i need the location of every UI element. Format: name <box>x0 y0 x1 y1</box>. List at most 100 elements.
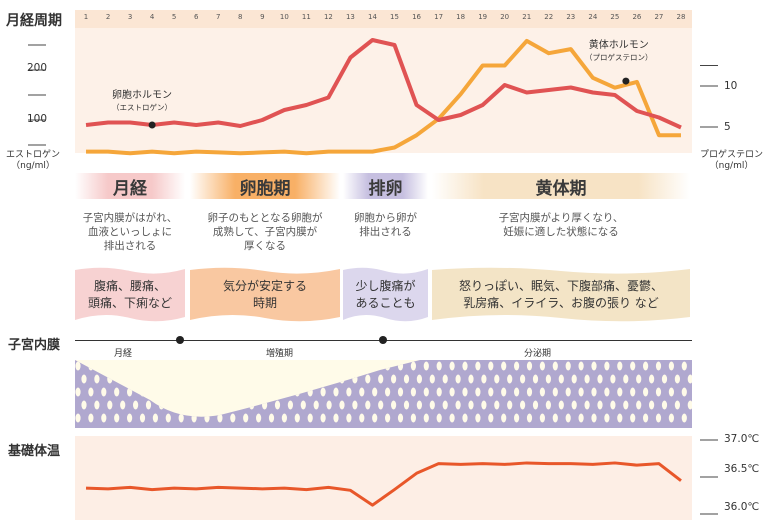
endometrium-spot <box>352 400 358 410</box>
endometrium-spot <box>578 413 584 423</box>
right-tick-10: 10 <box>724 80 738 92</box>
endometrium-spot <box>604 361 610 371</box>
endometrium-spot <box>365 400 371 410</box>
endometrium-spot <box>127 413 133 423</box>
endometrium-spot <box>532 400 539 410</box>
timeline-marker-1 <box>176 336 184 344</box>
left-tick-100: 100 <box>27 113 48 125</box>
endometrium-spot <box>287 400 293 410</box>
endometrium-spot <box>604 413 610 423</box>
endometrium-spot <box>307 413 313 423</box>
endometrium-spot <box>217 413 223 423</box>
endometrium-spot <box>107 400 113 410</box>
endometrium-spot <box>597 400 603 410</box>
stage-secretory: 分泌期 <box>524 349 552 359</box>
progesterone-marker <box>622 77 630 85</box>
right-tick-5: 5 <box>724 121 731 133</box>
endometrium-spot <box>320 387 326 397</box>
endometrium-spot <box>545 400 552 410</box>
endometrium-spot <box>397 413 404 423</box>
day-20: 20 <box>500 13 510 21</box>
endometrium-spot <box>455 374 461 384</box>
endometrium-illustration <box>75 360 692 428</box>
endometrium-spot <box>539 387 546 397</box>
endometrium-spot <box>372 387 378 397</box>
endometrium-spot <box>481 374 487 384</box>
endometrium-spot <box>391 374 397 384</box>
temperature-line <box>85 461 682 507</box>
stage-proliferative: 増殖期 <box>266 349 294 359</box>
endometrium-spot <box>501 361 507 371</box>
endometrium-spot <box>532 374 539 384</box>
day-25: 25 <box>610 13 620 21</box>
endometrium-spot <box>139 413 146 423</box>
endometrium-spot <box>256 413 262 423</box>
endometrium-spot <box>481 400 487 410</box>
endometrium-spot <box>507 400 513 410</box>
endometrium-spot <box>649 374 655 384</box>
endometrium-spot <box>114 413 120 423</box>
endometrium-spot <box>539 413 546 423</box>
day-8: 8 <box>238 13 243 21</box>
endometrium-spot <box>526 387 533 397</box>
day-19: 19 <box>478 13 488 21</box>
endometrium-spot <box>326 400 332 410</box>
endometrium-spot <box>88 387 94 397</box>
day-16: 16 <box>412 13 421 21</box>
endometrium-spot <box>643 361 649 371</box>
endometrium-spot <box>333 413 339 423</box>
phase-follicular-description: 卵子のもととなる卵胞が 成熟して、子宮内膜が 厚くなる <box>207 212 323 252</box>
endometrium-spot <box>520 374 526 384</box>
day-27: 27 <box>654 13 664 21</box>
endometrium-spot <box>617 387 623 397</box>
endometrium-spot <box>520 400 526 410</box>
endometrium-spot <box>403 374 410 384</box>
phase-menstrual: 月経 <box>75 173 185 199</box>
endometrium-spot <box>468 400 474 410</box>
day-12: 12 <box>323 13 333 21</box>
endometrium-spot <box>410 387 416 397</box>
endometrium-spot <box>346 413 352 423</box>
endometrium-spot <box>442 400 448 410</box>
endometrium-spot <box>94 400 100 410</box>
endometrium-spot <box>114 387 120 397</box>
endometrium-spot <box>617 361 623 371</box>
endometrium-spot <box>643 387 649 397</box>
endometrium-spot <box>630 361 636 371</box>
endometrium-spot <box>75 413 81 423</box>
day-18: 18 <box>456 13 466 21</box>
endometrium-spot <box>423 413 429 423</box>
estrogen-line <box>85 38 682 130</box>
endometrium-spot <box>578 361 584 371</box>
phase-ovulation: 排卵 <box>343 173 428 199</box>
endometrium-spot <box>133 400 139 410</box>
endometrium-spot <box>281 413 287 423</box>
endometrium-spot <box>494 374 500 384</box>
endometrium-spot <box>597 374 603 384</box>
right-axis-unit: プロゲステロン （ng/ml） <box>700 150 764 171</box>
endometrium-spot <box>661 374 668 384</box>
endometrium-spot <box>552 387 558 397</box>
day-10: 10 <box>279 13 289 21</box>
endometrium-spot <box>436 413 442 423</box>
endometrium-spot <box>501 413 507 423</box>
endometrium-spot <box>526 361 533 371</box>
hormone-chart <box>28 28 718 156</box>
endometrium-spot <box>636 400 642 410</box>
endometrium-spot <box>681 361 687 371</box>
endometrium-spot <box>668 387 675 397</box>
phase-menstrual-description: 子宮内膜がはがれ、 血液といっしょに 排出される <box>82 212 178 252</box>
endometrium-spot <box>494 400 500 410</box>
endometrium-spot <box>539 361 546 371</box>
endometrium-spot <box>378 400 384 410</box>
day-9: 9 <box>260 13 265 21</box>
temperature-title: 基礎体温 <box>8 444 61 459</box>
day-23: 23 <box>566 13 576 21</box>
endometrium-spot <box>668 361 675 371</box>
endometrium-spot <box>617 413 623 423</box>
endometrium-spot <box>655 361 662 371</box>
endometrium-spot <box>475 387 481 397</box>
endometrium-spot <box>462 413 468 423</box>
day-17: 17 <box>434 13 444 21</box>
left-axis-unit: エストロゲン （ng/ml） <box>6 150 61 171</box>
